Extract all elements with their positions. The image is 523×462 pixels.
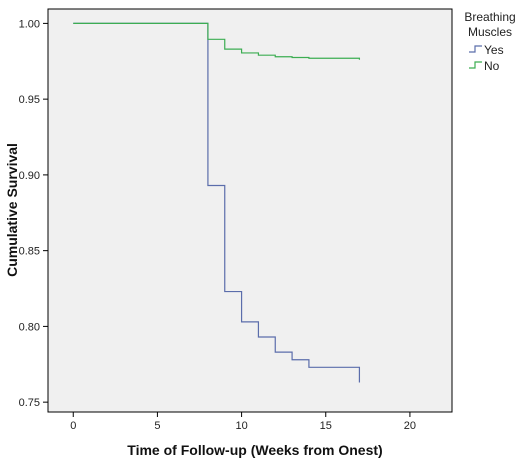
- x-tick-label-15: 15: [320, 420, 332, 432]
- series-line-no: [73, 22, 361, 60]
- x-axis-title: Time of Follow-up (Weeks from Onest): [127, 442, 382, 458]
- series-layer: [73, 22, 361, 383]
- legend-label-no: No: [484, 59, 500, 73]
- x-tick-label-10: 10: [235, 420, 247, 432]
- y-tick-label-3: 0.90: [19, 170, 40, 182]
- legend: Breathing Muscles Yes No: [464, 10, 515, 73]
- legend-title-line-1: Breathing: [464, 10, 515, 24]
- legend-swatch-yes: [469, 45, 482, 53]
- y-tick-label-0: 0.75: [19, 397, 40, 409]
- y-axis-title: Cumulative Survival: [4, 143, 20, 277]
- x-tick-label-0: 0: [70, 420, 76, 432]
- series-line-yes: [73, 22, 361, 383]
- x-tick-label-20: 20: [404, 420, 416, 432]
- y-tick-label-4: 0.95: [19, 94, 40, 106]
- y-axis: 0.75 0.80 0.85 0.90 0.95 1.00: [19, 18, 48, 409]
- legend-title-line-2: Muscles: [468, 25, 512, 39]
- legend-label-yes: Yes: [484, 43, 504, 57]
- plot-area: [47, 8, 453, 413]
- x-axis: 0 5 10 15 20: [70, 412, 416, 432]
- y-tick-label-1: 0.80: [19, 321, 40, 333]
- legend-swatch-no: [469, 61, 482, 69]
- y-tick-label-2: 0.85: [19, 246, 40, 258]
- y-tick-label-5: 1.00: [19, 18, 40, 30]
- x-tick-label-5: 5: [154, 420, 160, 432]
